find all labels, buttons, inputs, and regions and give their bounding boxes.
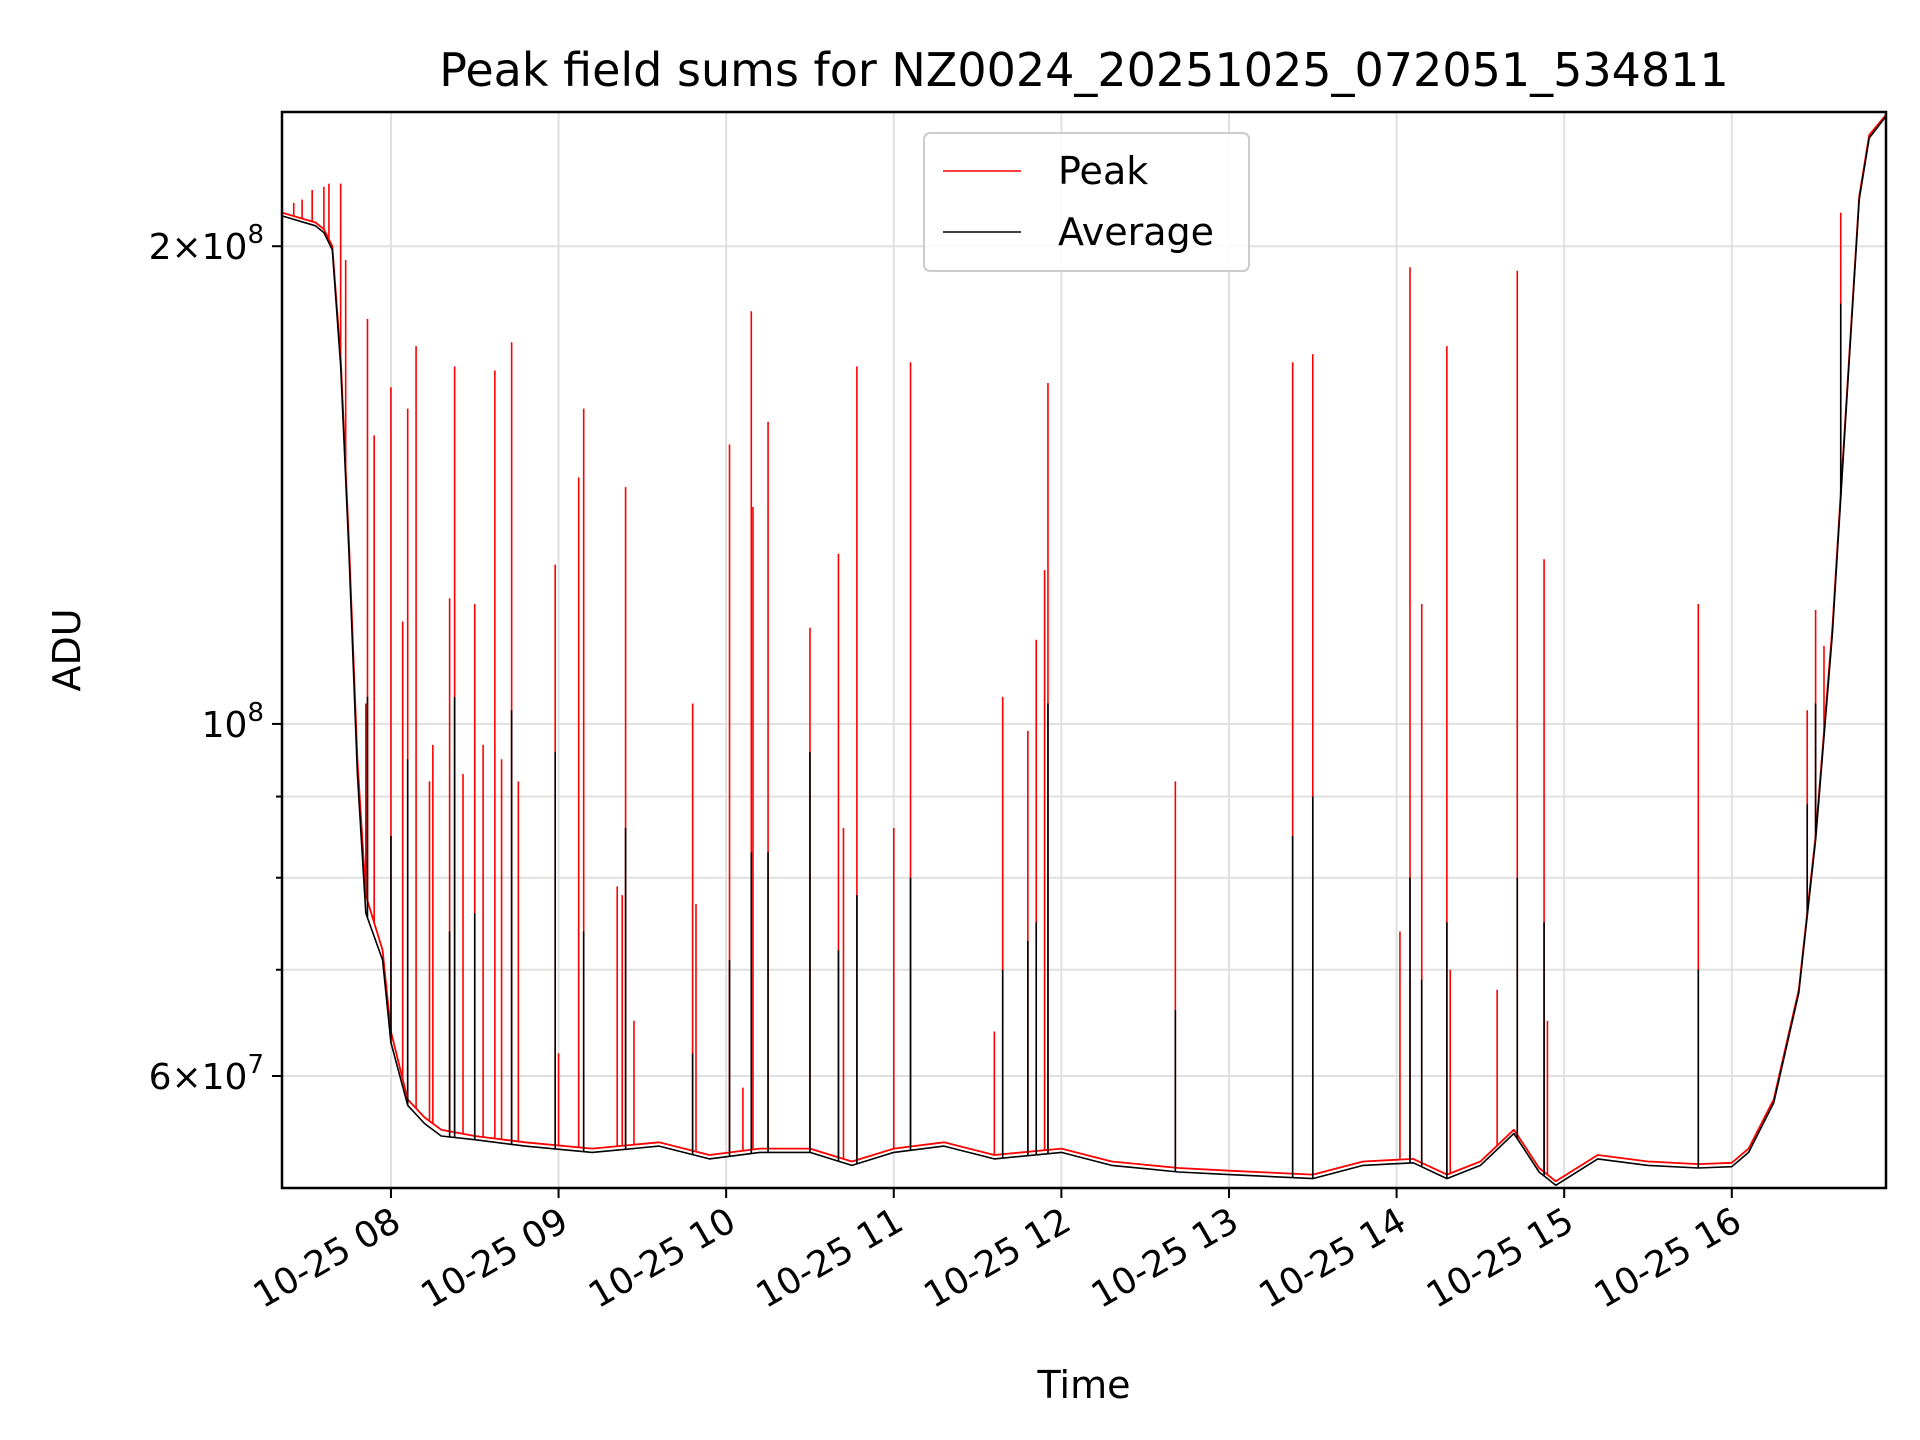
x-axis-title: Time [1037, 1363, 1131, 1407]
peak-series-line [281, 114, 1887, 1183]
y-axis-title: ADU [45, 608, 89, 691]
average-series-line [281, 115, 1887, 1187]
legend-box [923, 132, 1250, 272]
y-tick-label: 6×107 [149, 1050, 264, 1098]
plot-layer [281, 114, 1887, 1187]
y-tick-label: 2×108 [149, 220, 264, 268]
grid [282, 112, 1886, 1188]
chart-title: Peak field sums for NZ0024_20251025_0720… [439, 43, 1728, 97]
plot-frame [280, 110, 1888, 1190]
legend-average-label: Average [1058, 210, 1214, 254]
legend-peak-label: Peak [1058, 149, 1148, 193]
legend: Peak Average [923, 132, 1250, 272]
